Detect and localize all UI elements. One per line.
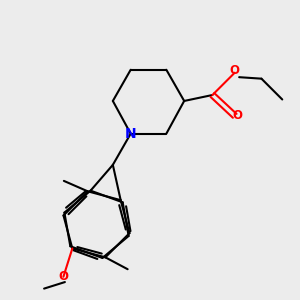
Text: O: O (58, 270, 68, 283)
Text: O: O (230, 64, 240, 77)
Text: N: N (125, 127, 136, 141)
Text: O: O (232, 109, 242, 122)
